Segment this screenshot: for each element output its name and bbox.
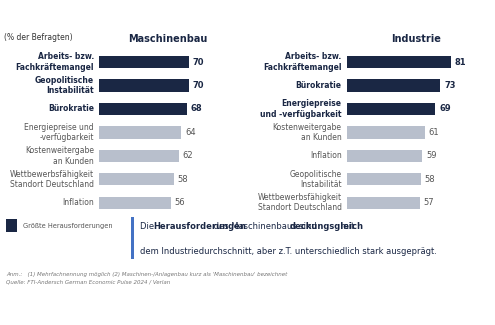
Text: 69: 69	[439, 105, 450, 113]
Text: Energiepreise und
-verfügbarkeit: Energiepreise und -verfügbarkeit	[24, 123, 94, 142]
Text: Geopolitische
Instabilität: Geopolitische Instabilität	[290, 170, 342, 189]
Text: Bürokratie: Bürokratie	[48, 105, 94, 113]
Bar	[346, 56, 451, 68]
Text: Kostenweitergabe
an Kunden: Kostenweitergabe an Kunden	[25, 146, 94, 165]
Text: Wettbewerbsfähigkeit
Standort Deutschland: Wettbewerbsfähigkeit Standort Deutschlan…	[10, 170, 94, 189]
Text: Größte Herausforderungen: Größte Herausforderungen	[23, 223, 112, 229]
Text: 59: 59	[426, 151, 437, 160]
Bar	[99, 173, 174, 186]
Text: deckungsgleich: deckungsgleich	[290, 222, 363, 231]
Text: Arbeits- bzw.
Fachkräftemangel: Arbeits- bzw. Fachkräftemangel	[263, 52, 342, 72]
Bar	[99, 150, 179, 162]
Text: Inflation: Inflation	[310, 151, 342, 160]
Text: 64: 64	[185, 128, 196, 137]
Bar	[131, 217, 134, 259]
Bar	[346, 103, 435, 115]
Bar	[346, 79, 441, 92]
Text: Wettbewerbsfähigkeit
Standort Deutschland: Wettbewerbsfähigkeit Standort Deutschlan…	[257, 193, 342, 213]
Text: (% der Befragten): (% der Befragten)	[4, 33, 72, 42]
Text: Top-Herausforderungen im Maschinenbau vs. in der Industrie: Top-Herausforderungen im Maschinenbau vs…	[6, 10, 382, 20]
Bar	[99, 126, 181, 138]
Text: 62: 62	[183, 151, 193, 160]
Text: Kostenweitergabe
an Kunden: Kostenweitergabe an Kunden	[273, 123, 342, 142]
Text: Arbeits- bzw.
Fachkräftemangel: Arbeits- bzw. Fachkräftemangel	[15, 52, 94, 72]
Bar	[346, 173, 421, 186]
Text: Energiepreise
und -verfügbarkeit: Energiepreise und -verfügbarkeit	[260, 99, 342, 119]
Bar	[99, 79, 189, 92]
Text: 58: 58	[425, 175, 436, 184]
Text: Geopolitische
Instabilität: Geopolitische Instabilität	[35, 76, 94, 95]
Text: 58: 58	[177, 175, 188, 184]
Text: 73: 73	[444, 81, 456, 90]
Text: dem Industriedurchschnitt, aber z.T. unterschiedlich stark ausgeprägt.: dem Industriedurchschnitt, aber z.T. unt…	[140, 247, 437, 256]
Text: 70: 70	[193, 58, 204, 67]
Text: 56: 56	[175, 198, 186, 207]
Text: Herausforderungen: Herausforderungen	[153, 222, 246, 231]
Text: Anm.:   (1) Mehrfachnennung möglich (2) Maschinen-/Anlagenbau kurz als 'Maschine: Anm.: (1) Mehrfachnennung möglich (2) Ma…	[6, 272, 287, 284]
Text: Inflation: Inflation	[62, 198, 94, 207]
Text: 57: 57	[424, 198, 434, 207]
Bar	[99, 197, 171, 209]
Text: 68: 68	[190, 105, 202, 113]
Text: 61: 61	[429, 128, 440, 137]
Bar	[6, 219, 17, 232]
Bar	[99, 56, 189, 68]
Text: Bürokratie: Bürokratie	[296, 81, 342, 90]
Bar	[346, 197, 420, 209]
Bar	[346, 150, 422, 162]
Text: Die: Die	[140, 222, 157, 231]
Text: Industrie: Industrie	[391, 34, 441, 44]
Text: mit: mit	[338, 222, 354, 231]
Text: 70: 70	[193, 81, 204, 90]
Text: 81: 81	[454, 58, 466, 67]
Bar	[346, 126, 425, 138]
Text: Maschinenbau: Maschinenbau	[129, 34, 208, 44]
Bar	[99, 103, 187, 115]
Text: des Maschinenbaus sind: des Maschinenbaus sind	[211, 222, 320, 231]
